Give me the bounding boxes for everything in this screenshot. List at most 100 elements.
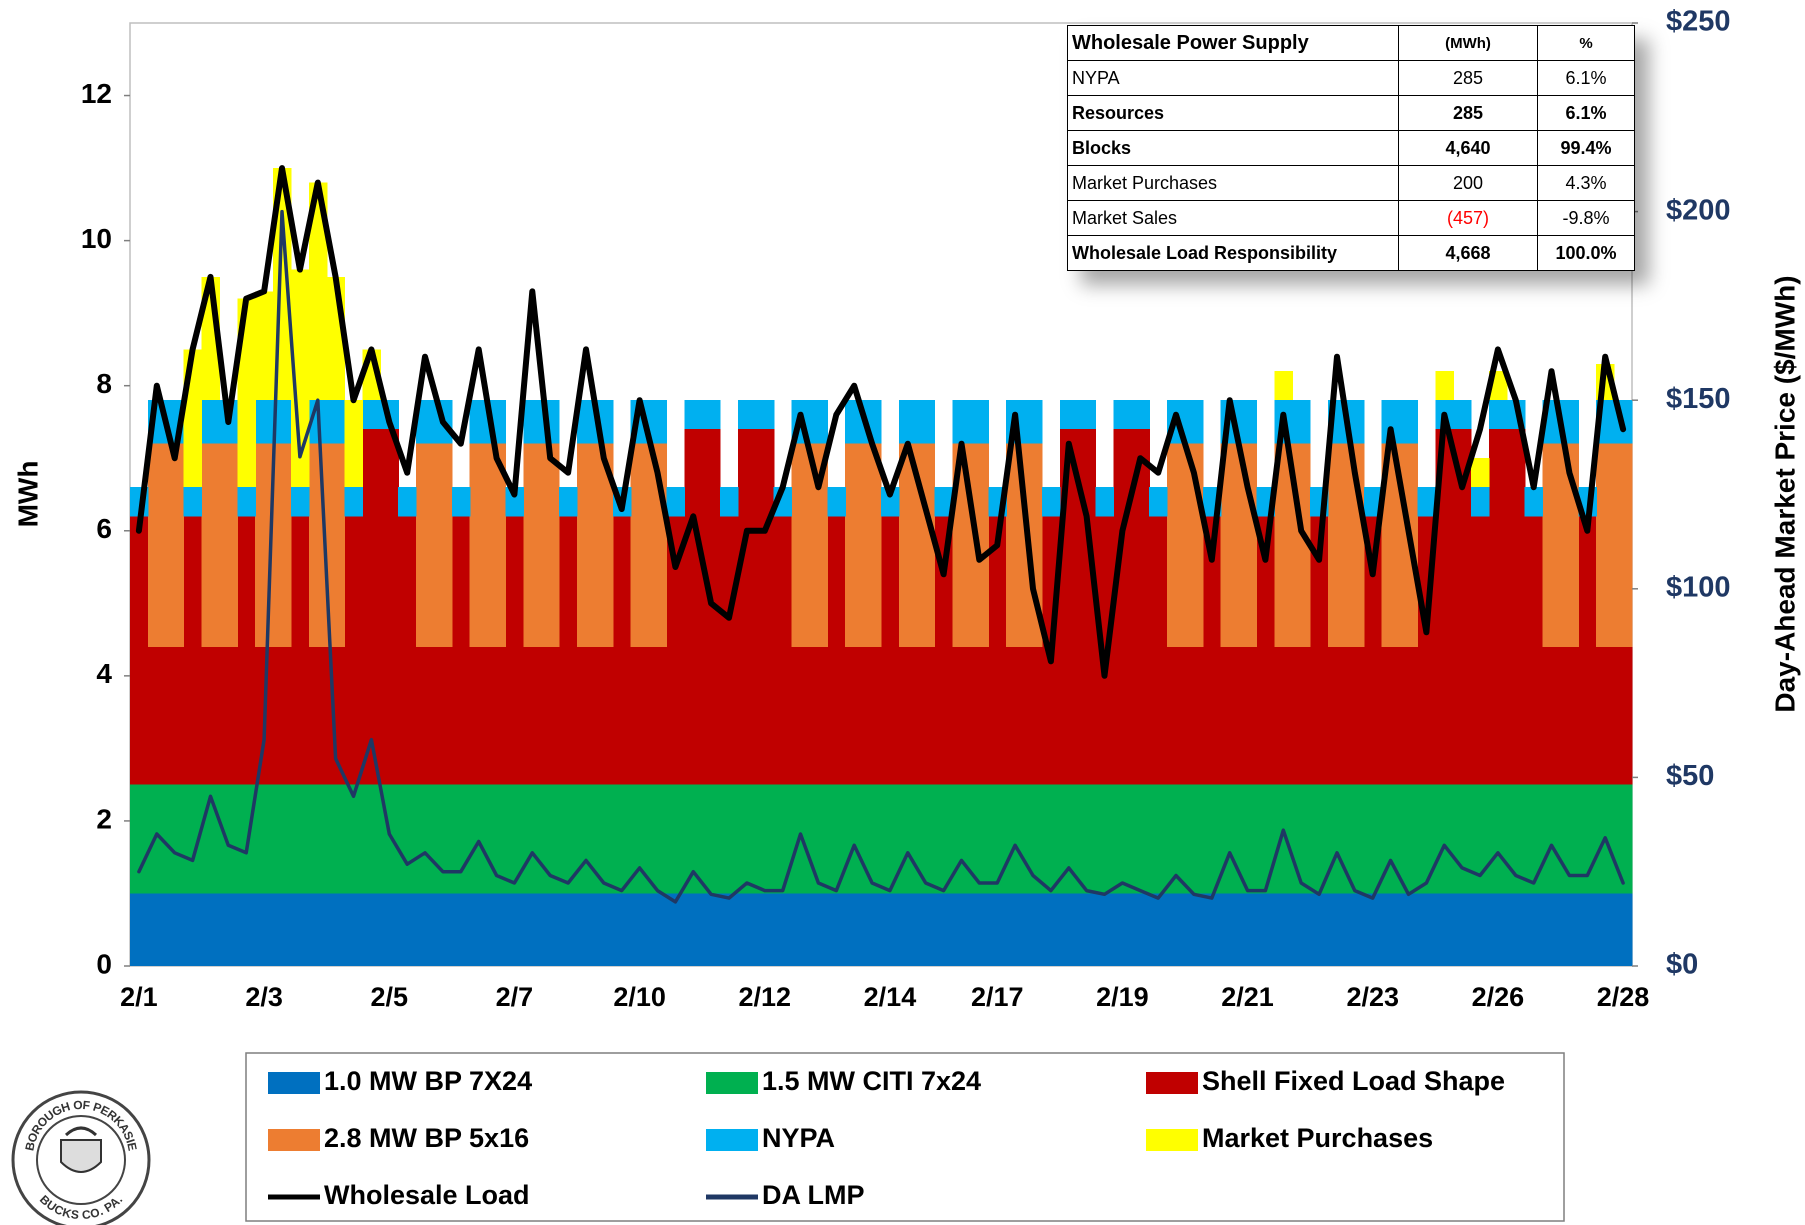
area-segment <box>809 784 828 894</box>
cell: 285 <box>1398 95 1538 131</box>
area-segment <box>1488 784 1508 894</box>
area-segment <box>1059 400 1079 430</box>
area-segment <box>666 784 685 894</box>
area-segment <box>1024 646 1043 785</box>
y2-tick-label: $50 <box>1666 760 1714 792</box>
area-segment <box>916 443 936 647</box>
area-segment <box>881 487 900 517</box>
area-segment <box>147 784 167 894</box>
area-segment <box>988 516 1007 785</box>
area-segment <box>845 784 864 894</box>
area-segment <box>308 646 328 785</box>
area-segment <box>1435 893 1454 966</box>
area-segment <box>1256 893 1275 966</box>
area-segment <box>416 893 435 966</box>
area-segment <box>898 784 918 894</box>
area-segment <box>505 516 524 785</box>
area-segment <box>1614 784 1633 894</box>
area-segment <box>487 443 507 647</box>
area-segment <box>1238 400 1258 444</box>
area-segment <box>1184 784 1204 894</box>
area-segment <box>970 646 989 785</box>
area-segment <box>612 784 632 894</box>
area-segment <box>523 893 542 966</box>
area-segment <box>1345 893 1365 966</box>
x-tick-label: 2/19 <box>1096 982 1149 1012</box>
area-segment <box>1220 784 1240 894</box>
area-segment <box>1345 784 1365 894</box>
area-segment <box>147 893 167 966</box>
area-segment <box>559 516 578 785</box>
area-segment <box>1328 893 1347 966</box>
area-segment <box>1310 784 1329 894</box>
area-segment <box>684 893 703 966</box>
area-segment <box>290 487 310 517</box>
x-tick-label: 2/17 <box>971 982 1024 1012</box>
y2-axis-title: Day-Ahead Market Price ($/MWh) <box>1769 275 1800 712</box>
area-segment <box>1256 784 1275 894</box>
logo-inner-ring <box>36 1115 126 1205</box>
x-tick-label: 2/12 <box>738 982 791 1012</box>
area-segment <box>451 893 471 966</box>
x-tick-label: 2/10 <box>613 982 666 1012</box>
area-segment <box>273 893 292 966</box>
area-segment <box>791 646 811 785</box>
legend-label: 1.5 MW CITI 7x24 <box>762 1066 981 1096</box>
area-segment <box>1274 784 1293 894</box>
table-row: NYPA 285 6.1% <box>1067 60 1635 96</box>
area-segment <box>1399 784 1419 894</box>
area-segment <box>451 516 471 785</box>
line-series <box>137 209 1625 904</box>
area-segment <box>165 443 185 647</box>
area-segment <box>916 893 936 966</box>
area-segment <box>273 400 292 444</box>
area-segment <box>720 516 739 785</box>
area-segment <box>1238 893 1258 966</box>
y2-tick-label: $200 <box>1666 194 1731 226</box>
area-segment <box>934 784 954 894</box>
area-segment <box>1077 893 1097 966</box>
line-series <box>135 165 1627 679</box>
area-segment <box>433 443 453 647</box>
area-segment <box>1292 646 1311 785</box>
area-segment <box>505 784 524 894</box>
area-segment <box>737 400 757 430</box>
area-segment <box>541 784 560 894</box>
area-segment <box>183 893 203 966</box>
area-segment <box>541 893 560 966</box>
area-segment <box>970 784 989 894</box>
area-segment <box>1292 893 1311 966</box>
area-segment <box>1471 458 1490 488</box>
area-segment <box>1220 646 1240 785</box>
area-segment <box>201 400 221 444</box>
y-tick-label: 10 <box>81 223 112 254</box>
area-segment <box>559 784 578 894</box>
table-row: Blocks 4,640 99.4% <box>1067 130 1635 166</box>
area-segment <box>398 516 417 785</box>
area-segment <box>845 443 864 647</box>
area-segment <box>648 400 668 444</box>
area-segment <box>1488 429 1508 785</box>
area-segment <box>165 784 185 894</box>
area-segment <box>326 784 346 894</box>
cell: 4.3% <box>1537 165 1635 201</box>
x-tick-label: 2/28 <box>1597 982 1650 1012</box>
legend-label: 1.0 MW BP 7X24 <box>324 1066 532 1096</box>
area-segment <box>1524 516 1544 785</box>
area-segment <box>1274 371 1293 401</box>
area-segment <box>612 516 632 785</box>
area-segment <box>809 443 828 647</box>
area-segment <box>1238 784 1258 894</box>
area-segment <box>630 646 650 785</box>
area-segment <box>773 784 793 894</box>
area-segment <box>541 443 560 647</box>
logo-shield <box>60 1139 102 1173</box>
cell: 200 <box>1398 165 1538 201</box>
area-segment <box>970 400 989 444</box>
y2-tick-label: $150 <box>1666 383 1731 415</box>
area-segment <box>219 646 238 785</box>
area-segment <box>1024 443 1043 647</box>
area-segment <box>147 443 167 647</box>
area-segment <box>1274 443 1293 647</box>
